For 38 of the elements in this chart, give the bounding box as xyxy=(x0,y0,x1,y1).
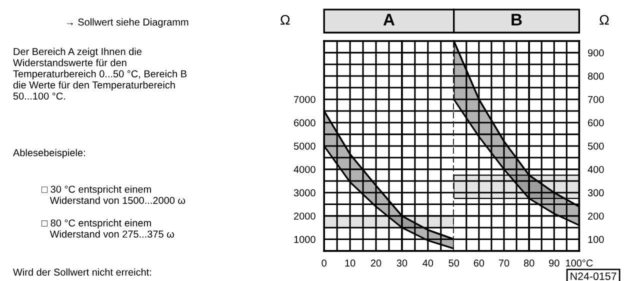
text: □ 80 °C entspricht einem Widerstand von 275...375 ω xyxy=(42,219,174,238)
x-tick-label: 90 xyxy=(549,260,560,267)
y2-tick-label: 500 xyxy=(588,142,604,150)
x-tick-label: 40 xyxy=(422,260,434,267)
y-tick-label: 5000 xyxy=(294,142,316,150)
y-tick-label: 6000 xyxy=(294,119,316,126)
text: Ablesebeispiele: xyxy=(12,148,85,158)
chart-title: A xyxy=(383,14,395,26)
y2-tick-label: 600 xyxy=(588,119,604,126)
y-axis-title: Ω xyxy=(280,14,290,25)
x-tick-label: 30 xyxy=(396,260,408,267)
text: Wird der Sollwert nicht erreicht: xyxy=(13,268,151,276)
text: → Sollwert siehe Diagramm xyxy=(66,18,188,28)
x-tick-label: 50 xyxy=(448,260,460,267)
y2-tick-label: 300 xyxy=(588,189,604,196)
chart-title: B xyxy=(512,14,522,26)
y2-tick-label: 200 xyxy=(588,212,604,220)
y-tick-label: 7000 xyxy=(294,96,316,104)
y2-axis-title: Ω xyxy=(600,14,609,25)
y2-tick-label: 100 xyxy=(588,236,604,243)
y2-tick-label: 400 xyxy=(588,166,604,174)
y-tick-label: 1000 xyxy=(294,236,316,243)
x-tick-label: 10 xyxy=(345,260,356,267)
text: □ 30 °C entspricht einem Widerstand von 1500...2000 ω xyxy=(42,185,186,204)
x-tick-label: 70 xyxy=(498,260,510,267)
x-tick-label: 100°C xyxy=(566,260,593,267)
x-tick-label: 0 xyxy=(322,260,326,267)
x-tick-label: 60 xyxy=(474,260,484,267)
y2-tick-label: 700 xyxy=(588,96,604,104)
x-tick-label: 80 xyxy=(524,260,534,267)
y-tick-label: 4000 xyxy=(294,166,316,174)
x-tick-label: 20 xyxy=(370,260,382,267)
text: Der Bereich A zeigt Ihnen die Widerstandswerte für den Temperaturbereich 0...50 °C, Bereich B die Werte für den Temperaturbereich 50...100 °C. xyxy=(13,48,187,100)
y-tick-label: 2000 xyxy=(294,212,316,220)
y-tick-label: 3000 xyxy=(294,189,316,196)
text: N24-0157 xyxy=(570,272,616,280)
y2-tick-label: 800 xyxy=(588,72,604,80)
y2-tick-label: 900 xyxy=(588,49,604,56)
